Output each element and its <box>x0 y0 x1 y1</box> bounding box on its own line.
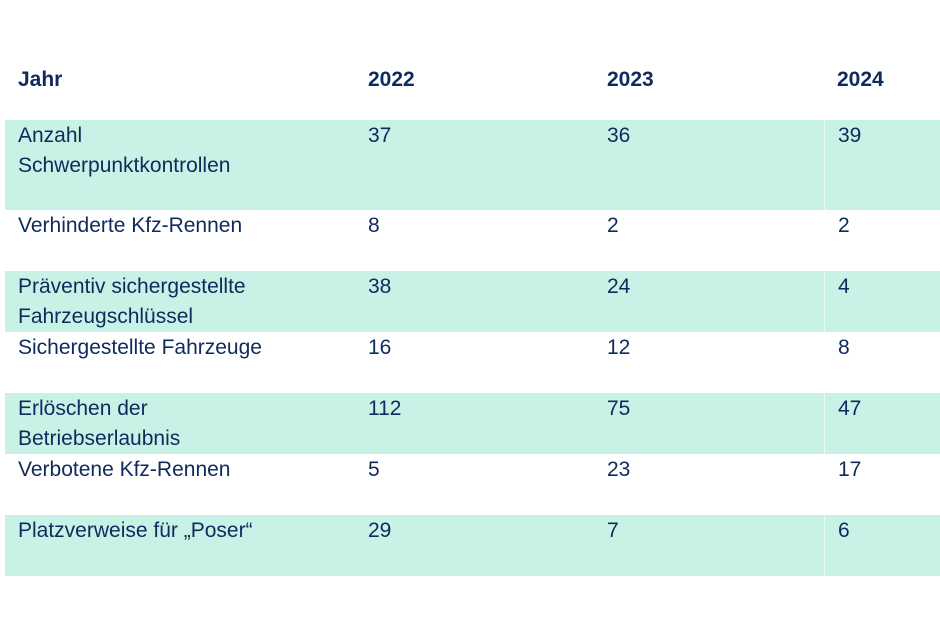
value-2023: 7 <box>607 519 619 542</box>
value-2023: 23 <box>607 458 631 481</box>
row-label: Sichergestellte Fahrzeuge <box>18 336 262 359</box>
value-2023: 75 <box>607 397 631 420</box>
table-row: Präventiv sichergestellte Fahrzeugschlüs… <box>5 271 940 332</box>
value-2022: 37 <box>368 124 392 147</box>
value-2024: 4 <box>824 272 940 332</box>
value-2024: 17 <box>824 455 940 515</box>
table-row: Erlöschen der Betriebserlaubnis 112 75 47 <box>5 393 940 454</box>
table-row: Sichergestellte Fahrzeuge 16 12 8 <box>5 332 940 393</box>
value-2022: 5 <box>368 458 380 481</box>
header-2024: 2024 <box>837 68 884 91</box>
header-year-label: Jahr <box>18 68 63 91</box>
value-2023: 2 <box>607 214 619 237</box>
header-2023: 2023 <box>607 68 654 91</box>
row-label: Erlöschen der Betriebserlaubnis <box>18 397 181 450</box>
table-row: Platzverweise für „Poser“ 29 7 6 <box>5 515 940 576</box>
value-2022: 16 <box>368 336 392 359</box>
row-label: Platzverweise für „Poser“ <box>18 519 253 542</box>
value-2024: 39 <box>824 121 940 210</box>
value-2024: 2 <box>824 211 940 271</box>
value-2022: 112 <box>368 397 402 420</box>
statistics-table: Jahr 2022 2023 2024 Anzahl Schwerpunktko… <box>5 58 940 576</box>
value-2023: 36 <box>607 124 631 147</box>
row-label: Verbotene Kfz-Rennen <box>18 458 231 481</box>
table-row: Verbotene Kfz-Rennen 5 23 17 <box>5 454 940 515</box>
table-header-row: Jahr 2022 2023 2024 <box>5 58 940 120</box>
value-2024: 6 <box>824 516 940 576</box>
row-label: Verhinderte Kfz-Rennen <box>18 214 243 237</box>
value-2024: 8 <box>824 333 940 393</box>
table-row: Verhinderte Kfz-Rennen 8 2 2 <box>5 210 940 271</box>
row-label: Anzahl Schwerpunktkontrollen <box>18 124 231 177</box>
value-2022: 38 <box>368 275 392 298</box>
row-label: Präventiv sichergestellte Fahrzeugschlüs… <box>18 275 246 328</box>
value-2022: 8 <box>368 214 380 237</box>
value-2023: 12 <box>607 336 631 359</box>
table-row: Anzahl Schwerpunktkontrollen 37 36 39 <box>5 120 940 210</box>
table-body: Anzahl Schwerpunktkontrollen 37 36 39 Verhin… <box>5 120 940 576</box>
value-2023: 24 <box>607 275 631 298</box>
header-2022: 2022 <box>368 68 415 91</box>
value-2022: 29 <box>368 519 392 542</box>
value-2024: 47 <box>824 394 940 454</box>
